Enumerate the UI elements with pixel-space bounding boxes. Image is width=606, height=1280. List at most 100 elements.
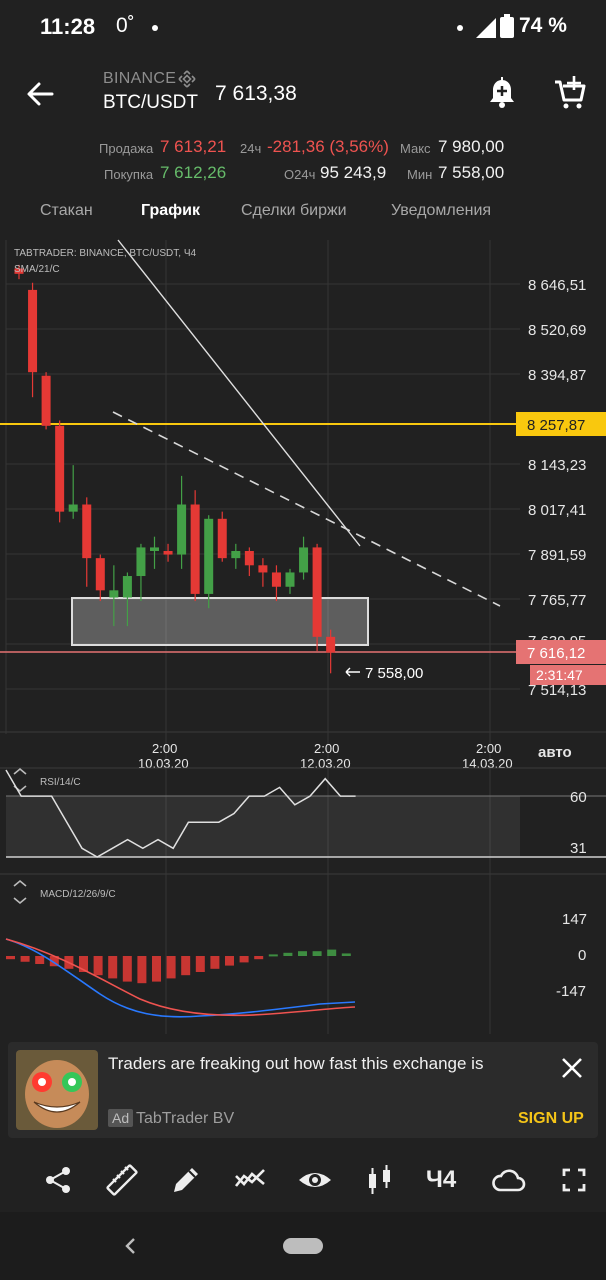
candle-body xyxy=(163,550,173,555)
tab-exchange-trades[interactable]: Сделки биржи xyxy=(241,202,347,219)
macd-collapse-icon[interactable] xyxy=(13,879,27,905)
macd-level: 0 xyxy=(578,947,586,964)
exchange-name: BINANCE xyxy=(103,70,177,87)
macd-bar xyxy=(35,956,45,964)
price-tick: 8 143,23 xyxy=(528,457,586,474)
sell-value: 7 613,21 xyxy=(160,137,227,156)
macd-level: -147 xyxy=(556,983,586,1000)
tab-order-book[interactable]: Стакан xyxy=(40,202,93,219)
fullscreen-icon xyxy=(562,1168,586,1192)
ad-advertiser: TabTrader BV xyxy=(136,1110,235,1127)
macd-bar xyxy=(298,951,307,956)
macd-indicator-label: MACD/12/26/9/C xyxy=(40,889,116,900)
chart-type-button[interactable] xyxy=(362,1162,398,1198)
ad-title[interactable]: Traders are freaking out how fast this e… xyxy=(108,1054,484,1073)
nav-back-icon[interactable] xyxy=(120,1234,140,1258)
macd-bar xyxy=(49,956,59,967)
trading-pair[interactable]: BTC/USDT xyxy=(103,92,198,113)
candle-countdown: 2:31:47 xyxy=(536,667,583,683)
cloud-icon xyxy=(492,1169,526,1192)
candle-body xyxy=(150,547,159,551)
macd-bar xyxy=(341,953,351,956)
tab-bar: Стакан График Сделки биржи Уведомления xyxy=(0,190,606,234)
candle-body xyxy=(122,576,132,598)
tab-chart[interactable]: График xyxy=(141,202,200,219)
macd-bar xyxy=(312,951,322,956)
time-label: 2:00 xyxy=(152,741,177,756)
candle-body xyxy=(136,547,146,577)
price-tick: 8 646,51 xyxy=(528,277,586,294)
alert-level-badge[interactable] xyxy=(516,412,606,436)
notification-dot-icon xyxy=(152,25,158,31)
volume-value: 95 243,9 xyxy=(320,163,387,182)
sell-label: Продажа xyxy=(99,141,154,156)
candle-body xyxy=(231,550,241,559)
interval-selector[interactable]: Ч4 xyxy=(426,1166,457,1193)
chart-info-line: TABTRADER: BINANCE, BTC/USDT, Ч4 xyxy=(14,248,196,259)
back-arrow-icon[interactable] xyxy=(24,78,56,110)
candles-group xyxy=(14,264,336,674)
price-tick: 8 017,41 xyxy=(528,502,586,519)
system-nav-bar xyxy=(0,1212,606,1280)
macd-bar xyxy=(79,956,88,972)
change-label: 24ч xyxy=(240,141,262,156)
trend-line-dashed[interactable] xyxy=(112,411,501,607)
indicators-icon xyxy=(234,1169,265,1187)
macd-bar xyxy=(268,954,278,957)
sma-line xyxy=(117,239,361,547)
current-price-value: 7 616,12 xyxy=(527,645,585,662)
ad-signup-button[interactable]: SIGN UP xyxy=(518,1110,584,1127)
candle-body xyxy=(82,504,92,559)
visibility-button[interactable] xyxy=(297,1162,333,1198)
time-label: 2:00 xyxy=(476,741,501,756)
share-button[interactable] xyxy=(40,1162,76,1198)
candle-body xyxy=(68,504,78,512)
macd-level: 147 xyxy=(562,911,587,928)
low-marker-arrow-icon xyxy=(345,667,360,677)
ad-badge: Ad xyxy=(108,1109,134,1127)
status-bar: 11:28 0˚ 74 % xyxy=(0,0,606,56)
auto-scale-toggle[interactable]: авто xyxy=(538,744,572,761)
candle-body xyxy=(271,572,281,587)
macd-bar xyxy=(166,956,176,979)
macd-histogram xyxy=(6,949,351,984)
macd-signal-line xyxy=(5,938,356,1017)
min-value: 7 558,00 xyxy=(438,163,505,182)
close-icon[interactable] xyxy=(560,1056,584,1080)
macd-bar xyxy=(108,956,118,979)
tab-notifications[interactable]: Уведомления xyxy=(391,202,492,219)
signal-icon xyxy=(476,18,496,38)
indicators-button[interactable] xyxy=(232,1162,268,1198)
add-alert-bell-icon[interactable] xyxy=(486,76,518,110)
fullscreen-button[interactable] xyxy=(556,1162,592,1198)
price-tick: 7 891,59 xyxy=(528,547,586,564)
current-price-badge xyxy=(516,640,606,664)
candle-body xyxy=(326,636,336,653)
candle-body xyxy=(14,268,24,274)
ad-banner[interactable]: Traders are freaking out how fast this e… xyxy=(8,1042,598,1138)
candle-body xyxy=(258,565,268,573)
chart-toolbar: Ч4 xyxy=(0,1150,606,1210)
price-tick: 7 765,77 xyxy=(528,592,586,609)
add-to-cart-icon[interactable] xyxy=(553,74,587,110)
candle-body xyxy=(177,504,187,555)
draw-button[interactable] xyxy=(168,1162,204,1198)
ruler-button[interactable] xyxy=(104,1162,140,1198)
macd-bar xyxy=(254,956,264,960)
candle-body xyxy=(217,518,227,559)
candle-body xyxy=(299,547,309,573)
macd-bar xyxy=(195,956,205,972)
max-label: Макс xyxy=(400,141,431,156)
rsi-indicator-label: RSI/14/C xyxy=(40,777,81,788)
support-zone-box[interactable] xyxy=(71,597,369,646)
candle-body xyxy=(204,518,214,594)
candle-body xyxy=(109,590,119,598)
ad-thumbnail[interactable] xyxy=(16,1050,98,1130)
alert-level-value: 8 257,87 xyxy=(527,417,585,434)
nav-home-pill[interactable] xyxy=(283,1238,323,1254)
price-chart[interactable]: TABTRADER: BINANCE, BTC/USDT, Ч4 SMA/21/… xyxy=(0,234,606,1040)
cloud-button[interactable] xyxy=(491,1162,527,1198)
countdown-badge xyxy=(530,665,606,685)
rsi-level: 31 xyxy=(570,840,587,857)
pencil-icon xyxy=(174,1168,198,1192)
